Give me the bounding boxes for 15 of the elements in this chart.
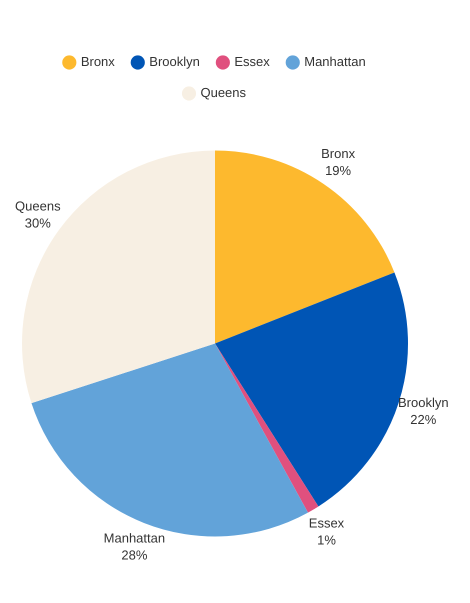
data-label: 19% bbox=[325, 162, 352, 178]
slice-label: Brooklyn bbox=[398, 394, 449, 410]
legend-label: Queens bbox=[200, 85, 247, 100]
slice-label: Essex bbox=[308, 516, 345, 531]
data-label: 22% bbox=[410, 412, 437, 427]
data-label: 1% bbox=[317, 532, 336, 548]
legend-label: Brooklyn bbox=[149, 54, 200, 70]
legend-label: Essex bbox=[234, 54, 270, 70]
legend-label: Bronx bbox=[80, 54, 116, 70]
legend-label: Manhattan bbox=[304, 54, 366, 70]
data-label: 28% bbox=[121, 548, 148, 563]
slice-label: Manhattan bbox=[104, 530, 166, 546]
data-label: 30% bbox=[24, 215, 52, 230]
slice-label: Bronx bbox=[321, 146, 356, 161]
slice-label: Queens bbox=[15, 198, 62, 214]
